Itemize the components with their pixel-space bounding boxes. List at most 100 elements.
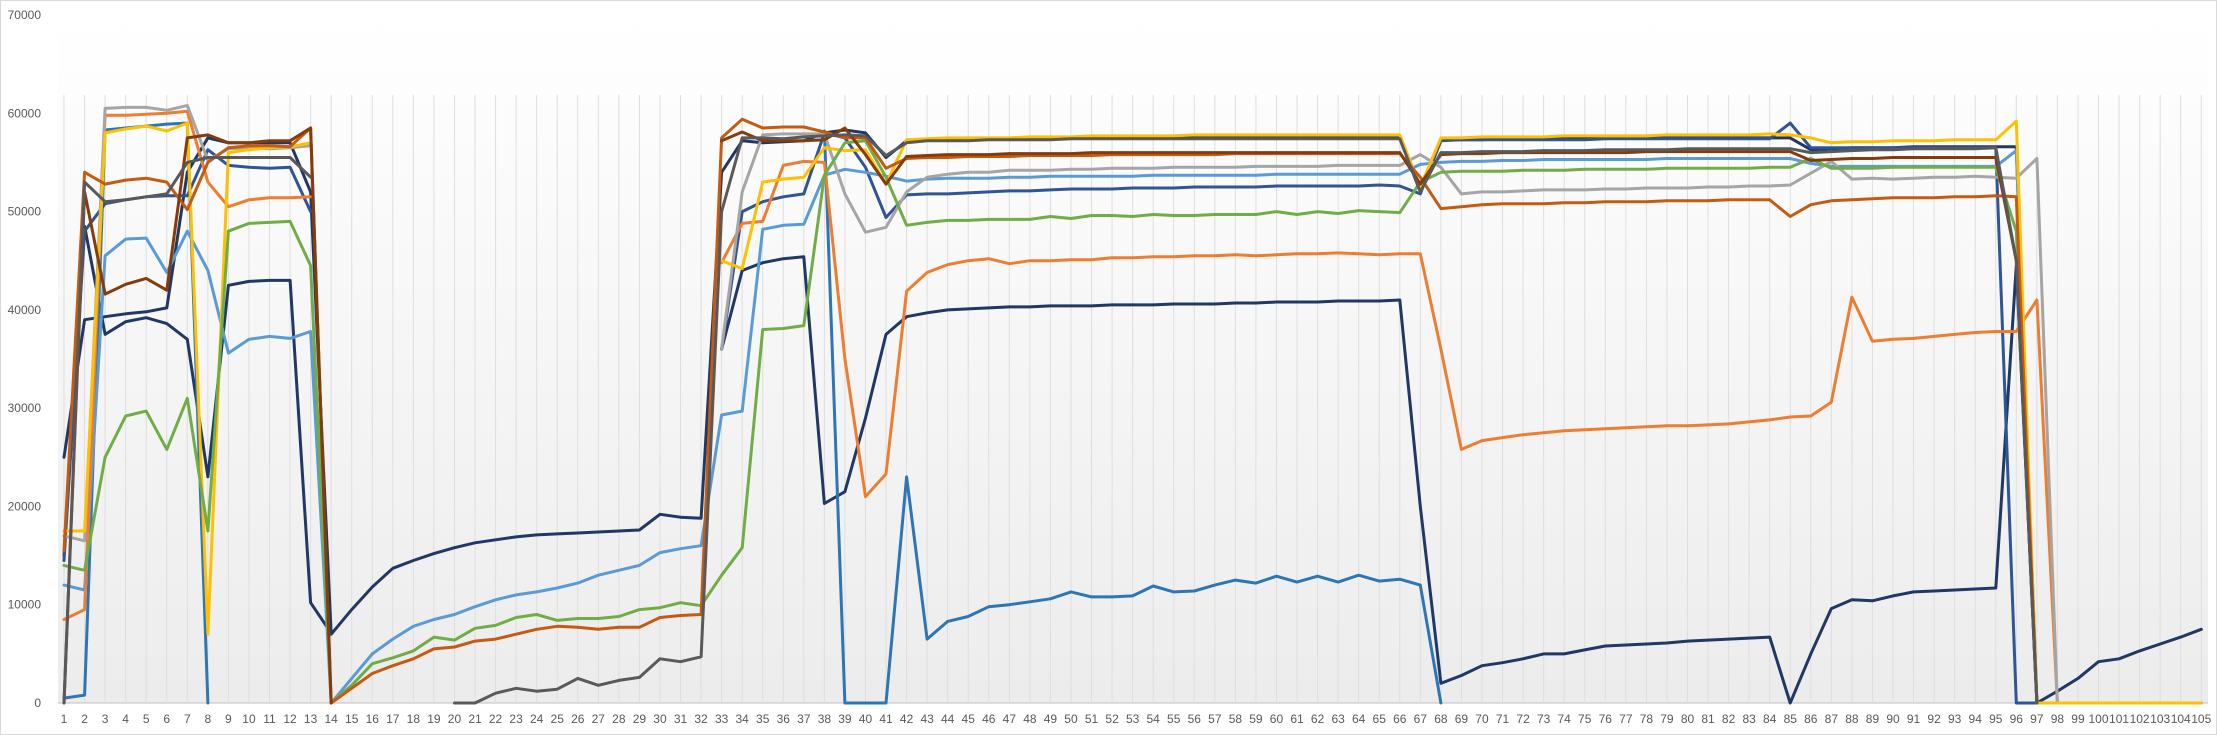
x-tick-label: 73 [1537,712,1551,726]
x-tick-label: 56 [1188,712,1202,726]
x-tick-label: 44 [941,712,955,726]
x-tick-label: 103 [2150,712,2170,726]
series-line-5 [62,149,2039,705]
x-tick-label: 48 [1023,712,1037,726]
x-tick-label: 72 [1516,712,1530,726]
x-tick-label: 37 [797,712,811,726]
x-tick-label: 9 [225,712,232,726]
x-tick-label: 34 [735,712,749,726]
x-tick-label: 32 [694,712,708,726]
x-tick-label: 63 [1331,712,1345,726]
y-tick-label: 10000 [8,598,42,612]
x-tick-label: 61 [1290,712,1304,726]
x-tick-label: 11 [263,712,276,726]
x-tick-label: 65 [1373,712,1387,726]
x-tick-label: 104 [2171,712,2191,726]
x-tick-label: 21 [468,712,482,726]
x-tick-label: 18 [407,712,421,726]
y-tick-label: 30000 [8,401,42,415]
x-tick-label: 55 [1167,712,1181,726]
x-tick-label: 2 [81,712,88,726]
x-tick-label: 70 [1475,712,1489,726]
series-line-12 [62,133,2039,705]
x-tick-label: 86 [1804,712,1818,726]
x-tick-label: 36 [777,712,791,726]
x-tick-label: 41 [879,712,893,726]
x-tick-label: 23 [509,712,523,726]
x-tick-label: 58 [1229,712,1243,726]
x-tick-label: 78 [1640,712,1654,726]
y-axis-tick-labels: 0 10000 20000 30000 40000 50000 60000 70000 [8,8,42,710]
x-tick-label: 57 [1208,712,1222,726]
x-tick-label: 10 [242,712,256,726]
x-tick-label: 25 [551,712,565,726]
y-tick-label: 70000 [8,8,42,22]
x-tick-label: 66 [1393,712,1407,726]
x-tick-label: 75 [1578,712,1592,726]
x-tick-label: 80 [1681,712,1695,726]
series-line-10 [62,117,2039,705]
x-tick-label: 99 [2071,712,2085,726]
x-tick-label: 76 [1599,712,1613,726]
x-tick-label: 95 [1989,712,2003,726]
x-tick-label: 40 [859,712,873,726]
x-tick-label: 30 [653,712,667,726]
x-tick-label: 1 [61,712,68,726]
x-tick-label: 14 [324,712,338,726]
x-tick-label: 13 [304,712,318,726]
x-tick-label: 19 [427,712,441,726]
y-tick-label: 60000 [8,106,42,120]
x-tick-label: 7 [184,712,191,726]
x-tick-label: 43 [920,712,934,726]
x-tick-label: 16 [366,712,380,726]
x-tick-label: 15 [345,712,359,726]
x-tick-label: 12 [283,712,297,726]
x-tick-label: 96 [2010,712,2024,726]
x-tick-label: 91 [1907,712,1921,726]
x-tick-label: 54 [1147,712,1161,726]
x-tick-label: 8 [205,712,212,726]
x-tick-label: 27 [592,712,606,726]
x-tick-label: 60 [1270,712,1284,726]
x-tick-label: 4 [122,712,129,726]
x-tick-label: 24 [530,712,544,726]
y-tick-label: 40000 [8,303,42,317]
x-tick-label: 46 [982,712,996,726]
x-tick-label: 82 [1722,712,1736,726]
x-tick-label: 83 [1742,712,1756,726]
x-tick-label: 71 [1496,712,1510,726]
y-tick-label: 50000 [8,205,42,219]
x-tick-label: 28 [612,712,626,726]
x-tick-label: 33 [715,712,729,726]
x-tick-label: 93 [1948,712,1962,726]
x-axis-tick-labels: 1 2 3 4 5 6 7 8 9 10 11 12 13 14 15 16 17 18 19 20 21 22 23 24 2… [61,712,2212,726]
x-tick-label: 22 [489,712,503,726]
x-tick-label: 47 [1003,712,1017,726]
x-tick-label: 51 [1085,712,1099,726]
x-tick-label: 6 [163,712,170,726]
x-tick-label: 92 [1927,712,1941,726]
x-tick-label: 94 [1969,712,1983,726]
x-tick-label: 105 [2191,712,2211,726]
y-tick-label: 0 [34,696,41,710]
x-tick-label: 5 [143,712,150,726]
x-tick-label: 49 [1044,712,1058,726]
series-line-4 [62,121,2039,705]
x-tick-label: 39 [838,712,852,726]
x-tick-label: 31 [674,712,688,726]
series-line-11 [62,126,2039,705]
x-tick-label: 38 [818,712,832,726]
x-tick-label: 3 [102,712,109,726]
x-tick-label: 77 [1619,712,1633,726]
series-lines [62,103,2203,705]
x-tick-label: 84 [1763,712,1777,726]
series-line-8 [62,119,2203,705]
x-tick-label: 85 [1784,712,1798,726]
x-tick-label: 35 [756,712,770,726]
x-tick-label: 53 [1126,712,1140,726]
series-line-9 [62,139,2039,705]
x-tick-label: 100 [2088,712,2108,726]
x-tick-label: 50 [1064,712,1078,726]
x-tick-label: 101 [2109,712,2129,726]
